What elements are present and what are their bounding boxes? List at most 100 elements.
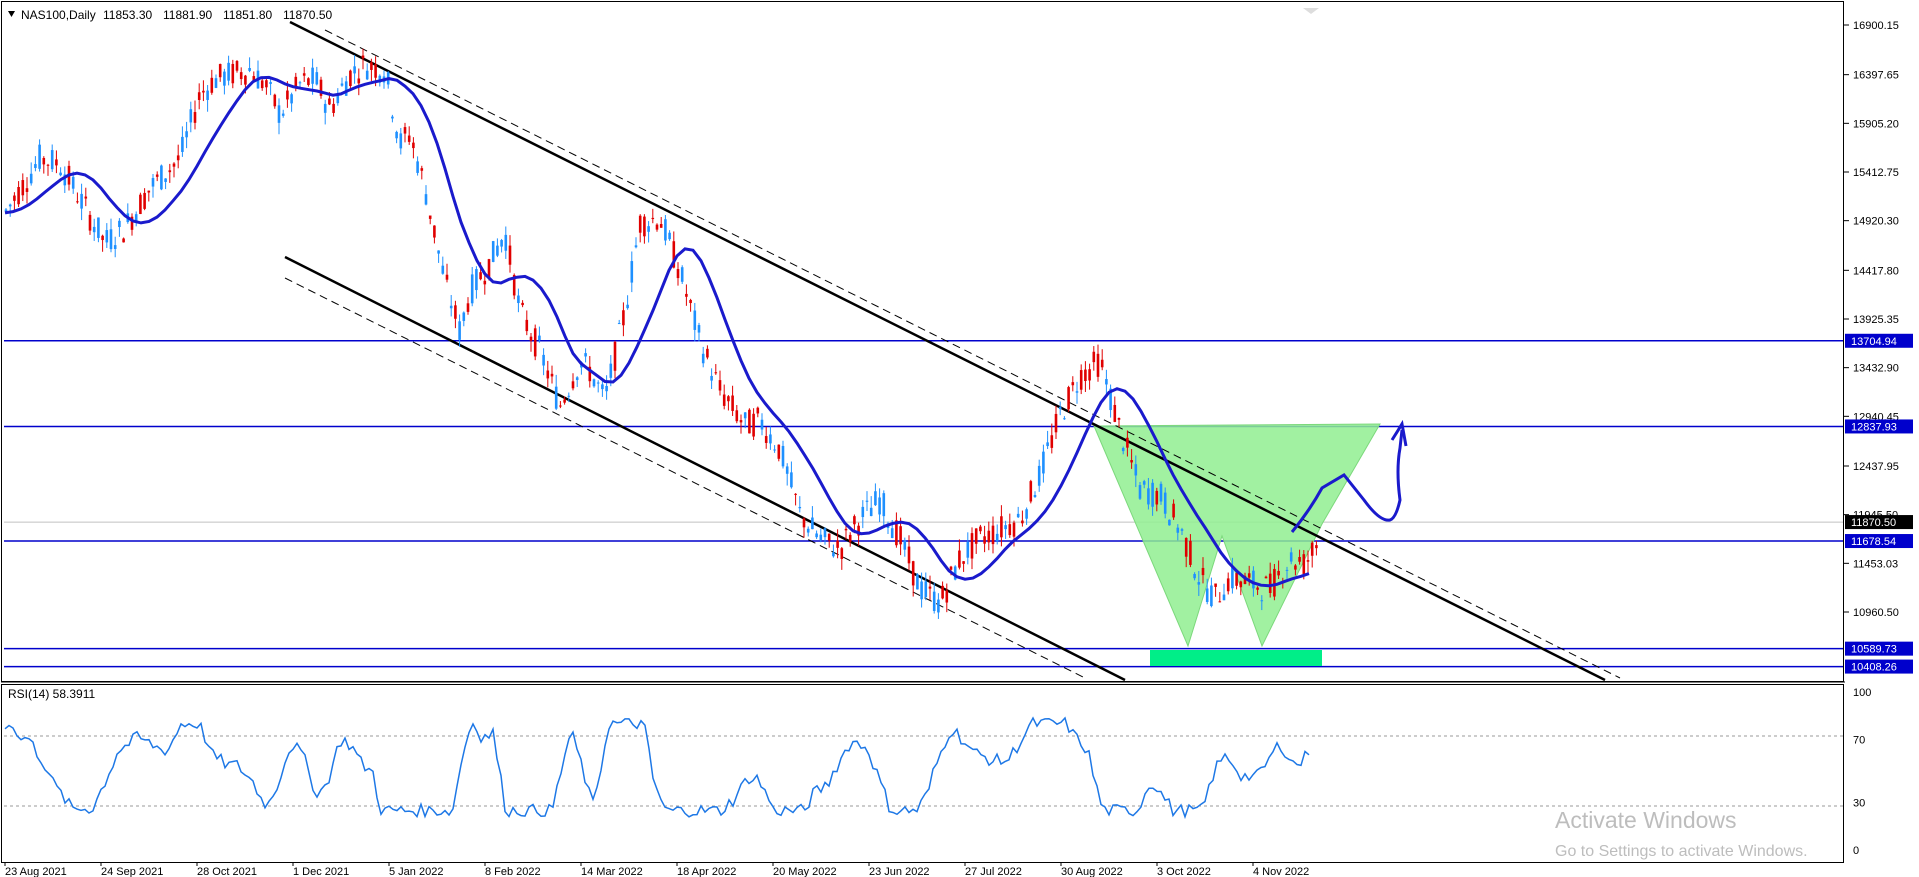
candle-body [937,599,940,613]
scroll-marker-icon[interactable] [1303,8,1319,14]
candle-body [995,533,999,542]
candle-body [357,78,361,84]
candle-body [731,395,734,411]
price-pane[interactable] [4,8,1843,682]
candle-body [861,506,865,518]
support-zone[interactable] [1150,650,1322,666]
candle-body [802,518,806,528]
candle-body [827,533,831,541]
candle-body [50,150,54,170]
candle-body [508,245,512,265]
candle-body [63,174,67,186]
collapse-triangle-icon[interactable] [8,11,15,17]
projection-curve[interactable] [1290,429,1404,533]
candle-body [378,75,382,83]
activation-watermark-title: Activate Windows [1555,807,1737,833]
candle-body [118,220,121,228]
moving-average-line[interactable] [4,75,1310,588]
harmonic-pattern[interactable] [1093,423,1381,666]
candle-body [760,419,764,430]
candlesticks[interactable] [4,48,1318,619]
rsi-line[interactable] [4,716,1310,820]
price-axis[interactable]: 16900.15 16397.65 15905.20 15412.75 14920.30… [1843,20,1899,619]
candle-body [155,174,159,177]
candle-body [907,546,911,564]
candle-body [815,533,818,538]
date-axis[interactable]: 23 Aug 2021 24 Sep 2021 28 Oct 2021 1 Dec 2… [4,862,1309,877]
bat-pattern-shape[interactable] [1093,423,1381,648]
candle-body [420,168,424,171]
candle-body [1294,565,1297,570]
candle-body [1004,525,1007,530]
candle-body [676,269,680,279]
candle-body [538,335,541,341]
candle-body [176,155,180,161]
candle-body [584,353,587,357]
candle-body [206,90,209,100]
candle-body [231,63,235,84]
candle-body [122,238,125,243]
rsi-title: RSI(14) 58.3911 [8,687,95,701]
candle-body [332,103,335,113]
candle-body [470,274,474,304]
rsi-pane[interactable] [4,716,1843,820]
channel-upper-line[interactable] [289,20,1606,682]
candle-body [958,550,961,568]
candle-body [517,295,520,304]
candle-body [1189,540,1192,565]
candle-body [1021,520,1024,524]
candle-body [391,116,394,119]
candle-body [622,310,625,326]
candle-body [630,261,634,283]
candle-body [361,55,365,59]
rsi-axis[interactable]: 100 70 30 0 [1853,687,1871,857]
candle-body [638,215,642,233]
candle-body [567,395,571,397]
descending-channel[interactable] [284,20,1621,682]
projection-path[interactable] [1290,419,1408,533]
candle-body [974,528,978,544]
candle-body [949,566,953,570]
channel-lower-dashed[interactable] [284,277,1086,679]
channel-lower-line[interactable] [284,255,1126,682]
candle-body [189,109,193,123]
candle-body [395,131,398,139]
channel-upper-dashed[interactable] [324,29,1621,679]
candle-body [899,526,902,545]
candle-body [1222,594,1226,601]
price-tick-label: 11453.03 [1853,558,1898,570]
candle-body [365,70,369,80]
level-badge [1845,641,1913,656]
candle-body [550,373,554,377]
candle-body [1268,573,1272,593]
candle-body [1058,407,1062,410]
candle-body [466,303,470,312]
candle-body [945,590,949,603]
candle-body [34,164,37,168]
candle-body [655,224,659,230]
candle-body [315,72,319,85]
price-tick-label: 15412.75 [1853,167,1899,179]
candle-body [983,536,986,544]
candle-body [97,217,100,238]
candle-body [571,381,575,389]
candle-body [785,466,789,474]
candle-body [113,245,117,249]
candle-body [941,585,944,599]
candle-body [588,366,592,382]
horizontal-levels[interactable] [4,340,1843,668]
candle-body [483,280,487,285]
projection-arrow-head[interactable] [1390,419,1408,447]
candle-body [290,94,293,104]
candle-body [1176,527,1180,533]
candle-body [743,412,747,419]
candle-body [475,269,478,291]
date-tick-label: 20 May 2022 [773,866,837,877]
candle-body [722,394,726,406]
price-level-badges: 13704.94 12837.93 11870.50 11678.54 10589.73… [1845,333,1913,674]
candle-body [806,528,810,533]
candle-body [218,64,222,78]
price-tick-label: 16900.15 [1853,20,1899,32]
candle-body [1000,516,1003,538]
